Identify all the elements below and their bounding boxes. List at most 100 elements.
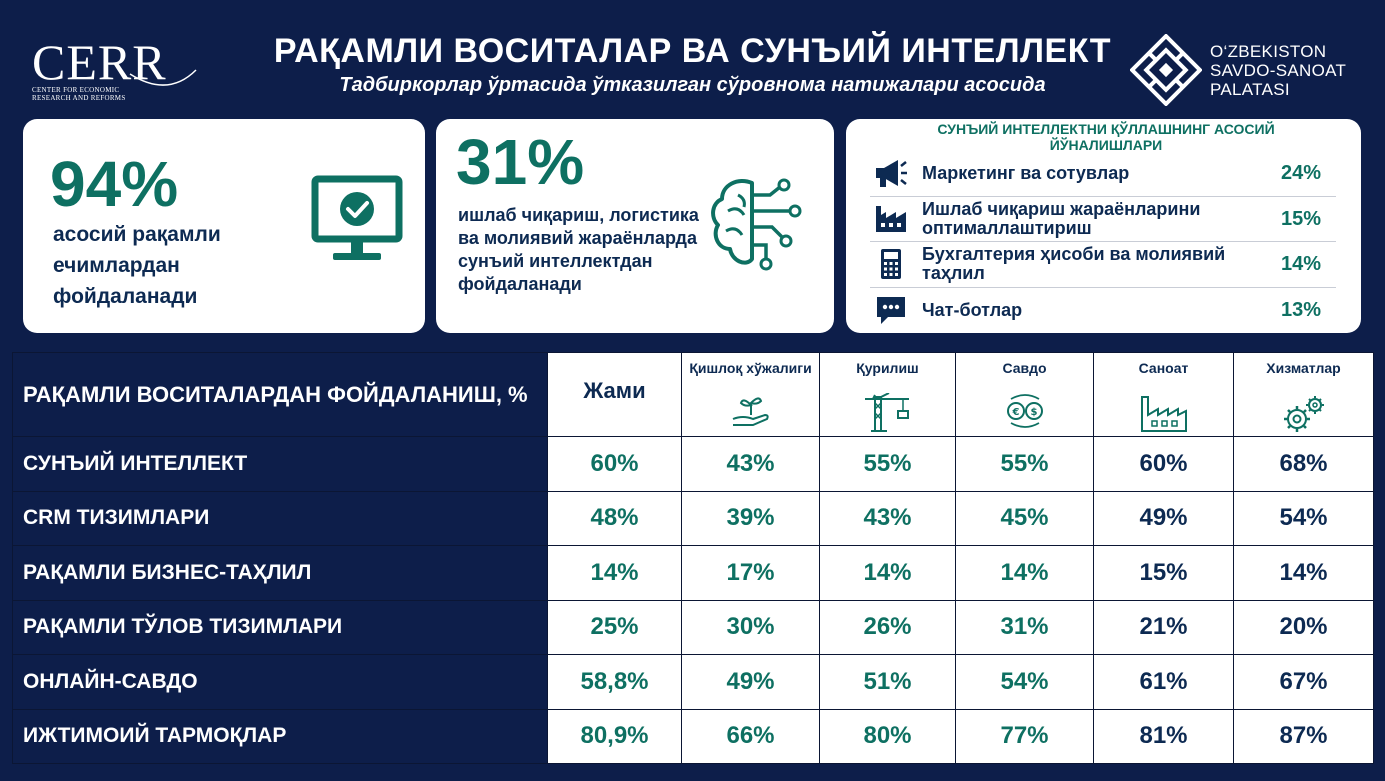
cerr-logo-line1: CENTER FOR ECONOMIC xyxy=(32,86,120,94)
row-label: РАҚАМЛИ БИЗНЕС-ТАҲЛИЛ xyxy=(12,545,548,601)
stat-card-ai: 31% ишлаб чиқариш, логистика ва молиявий… xyxy=(436,119,834,333)
cerr-swoosh-icon xyxy=(129,69,197,86)
table-cell: 17% xyxy=(681,545,820,601)
cerr-logo-line2: RESEARCH AND REFORMS xyxy=(32,94,126,102)
table-cell: 81% xyxy=(1093,708,1234,764)
table-cell: 31% xyxy=(955,599,1094,655)
direction-label: Ишлаб чиқариш жараёнларини оптималлаштир… xyxy=(922,199,1201,238)
column-label: Хизматлар xyxy=(1266,360,1341,376)
column-header-agriculture: Қишлоқ хўжалиги xyxy=(681,352,820,437)
divider xyxy=(870,241,1336,242)
table-cell: 26% xyxy=(819,599,956,655)
table-cell: 15% xyxy=(1093,545,1234,601)
table-cell: 21% xyxy=(1093,599,1234,655)
stat-percent: 94% xyxy=(50,148,179,220)
table-cell: 80% xyxy=(819,708,956,764)
stat-description: ишлаб чиқариш, логистика ва молиявий жар… xyxy=(458,205,699,294)
factory-icon xyxy=(1140,396,1187,432)
table-row: CRM ТИЗИМЛАРИ 48% 39% 43% 45% 49% 54% xyxy=(12,490,1374,546)
sprout-hand-icon xyxy=(732,397,769,426)
table-row: ИЖТИМОИЙ ТАРМОҚЛАР 80,9% 66% 80% 77% 81%… xyxy=(12,708,1374,764)
table-cell: 60% xyxy=(547,436,682,492)
stat-description: асосий рақамли ечимлардан фойдаланади xyxy=(53,223,221,308)
table-cell: 14% xyxy=(1233,545,1374,601)
page-title: РАҚАМЛИ ВОСИТАЛАР ВА СУНЪИЙ ИНТЕЛЛЕКТ xyxy=(273,32,1112,70)
table-cell: 48% xyxy=(547,490,682,546)
table-cell: 51% xyxy=(819,654,956,710)
column-header-total: Жами xyxy=(547,352,682,437)
table-cell: 66% xyxy=(681,708,820,764)
table-header-row: РАҚАМЛИ ВОСИТАЛАРДАН ФОЙДАЛАНИШ, % Жами … xyxy=(12,352,1374,437)
stat-card-digital: 94% асосий рақамли ечимлардан фойдаланад… xyxy=(23,119,425,333)
currency-exchange-icon: € $ xyxy=(1006,394,1043,428)
chat-icon xyxy=(877,297,905,324)
direction-value: 14% xyxy=(1280,252,1322,275)
direction-value: 13% xyxy=(1280,298,1322,321)
table-row: РАҚАМЛИ ТЎЛОВ ТИЗИМЛАРИ 25% 30% 26% 31% … xyxy=(12,599,1374,655)
divider xyxy=(870,196,1336,197)
column-label: Қурилиш xyxy=(856,360,919,376)
direction-value: 15% xyxy=(1280,207,1322,230)
table-cell: 39% xyxy=(681,490,820,546)
column-header-construction: Қурилиш xyxy=(819,352,956,437)
direction-label: Бухгалтерия ҳисоби ва молиявий таҳлил xyxy=(922,244,1226,283)
cerr-logo: CERR CENTER FOR ECONOMIC RESEARCH AND RE… xyxy=(32,34,197,102)
table-cell: 55% xyxy=(955,436,1094,492)
column-label: Жами xyxy=(583,378,646,403)
table-cell: 54% xyxy=(955,654,1094,710)
table-row: РАҚАМЛИ БИЗНЕС-ТАҲЛИЛ 14% 17% 14% 14% 15… xyxy=(12,545,1374,601)
svg-text:€: € xyxy=(1011,407,1019,418)
ai-directions-card: СУНЪИЙ ИНТЕЛЛЕКТНИ ҚЎЛЛАШНИНГ АСОСИЙ ЙЎН… xyxy=(846,119,1361,333)
row-label: CRM ТИЗИМЛАРИ xyxy=(12,490,548,546)
chamber-logo-line2: SAVDO-SANOAT xyxy=(1210,61,1347,80)
column-label: Савдо xyxy=(1002,360,1047,376)
direction-label: Маркетинг ва сотувлар xyxy=(922,162,1130,183)
page-subtitle: Тадбиркорлар ўртасида ўтказилган сўровно… xyxy=(339,74,1046,96)
table-cell: 87% xyxy=(1233,708,1374,764)
table-cell: 61% xyxy=(1093,654,1234,710)
table-cell: 80,9% xyxy=(547,708,682,764)
table-cell: 14% xyxy=(547,545,682,601)
divider xyxy=(870,287,1336,288)
column-header-industry: Саноат xyxy=(1093,352,1234,437)
table-cell: 77% xyxy=(955,708,1094,764)
table-row: ОНЛАЙН-САВДО 58,8% 49% 51% 54% 61% 67% xyxy=(12,654,1374,710)
ai-directions-title: СУНЪИЙ ИНТЕЛЛЕКТНИ ҚЎЛЛАШНИНГ АСОСИЙ ЙЎН… xyxy=(937,121,1275,153)
digital-tools-table: РАҚАМЛИ ВОСИТАЛАРДАН ФОЙДАЛАНИШ, % Жами … xyxy=(12,352,1374,764)
crane-icon xyxy=(864,393,909,432)
list-item: Ишлаб чиқариш жараёнларини оптималлаштир… xyxy=(870,197,1336,241)
table-cell: 67% xyxy=(1233,654,1374,710)
table-cell: 30% xyxy=(681,599,820,655)
table-row: СУНЪИЙ ИНТЕЛЛЕКТ 60% 43% 55% 55% 60% 68% xyxy=(12,436,1374,492)
monitor-check-icon xyxy=(311,175,403,260)
table-cell: 55% xyxy=(819,436,956,492)
table-cell: 25% xyxy=(547,599,682,655)
table-cell: 20% xyxy=(1233,599,1374,655)
cerr-logo-name: CERR xyxy=(32,34,167,90)
calculator-icon xyxy=(881,249,901,279)
row-label: ОНЛАЙН-САВДО xyxy=(12,654,548,710)
table-cell: 58,8% xyxy=(547,654,682,710)
table-cell: 43% xyxy=(681,436,820,492)
chamber-logo-line3: PALATASI xyxy=(1210,80,1290,99)
table-cell: 14% xyxy=(819,545,956,601)
table-cell: 60% xyxy=(1093,436,1234,492)
chamber-logo-line1: O‘ZBEKISTON xyxy=(1210,42,1327,61)
table-cell: 49% xyxy=(1093,490,1234,546)
column-label: Қишлоқ хўжалиги xyxy=(689,360,812,376)
column-label: Саноат xyxy=(1138,360,1189,376)
list-item: Маркетинг ва сотувлар 24% xyxy=(870,151,1336,195)
svg-text:$: $ xyxy=(1030,407,1037,418)
list-item: Бухгалтерия ҳисоби ва молиявий таҳлил 14… xyxy=(870,242,1336,286)
table-cell: 45% xyxy=(955,490,1094,546)
megaphone-icon xyxy=(876,160,907,187)
gears-icon xyxy=(1283,396,1324,432)
table-cell: 14% xyxy=(955,545,1094,601)
factory-icon xyxy=(876,206,906,232)
ai-brain-icon xyxy=(711,178,802,271)
table-cell: 68% xyxy=(1233,436,1374,492)
table-cell: 49% xyxy=(681,654,820,710)
table-cell: 43% xyxy=(819,490,956,546)
row-label: РАҚАМЛИ ТЎЛОВ ТИЗИМЛАРИ xyxy=(12,599,548,655)
table-title: РАҚАМЛИ ВОСИТАЛАРДАН ФОЙДАЛАНИШ, % xyxy=(12,352,548,437)
